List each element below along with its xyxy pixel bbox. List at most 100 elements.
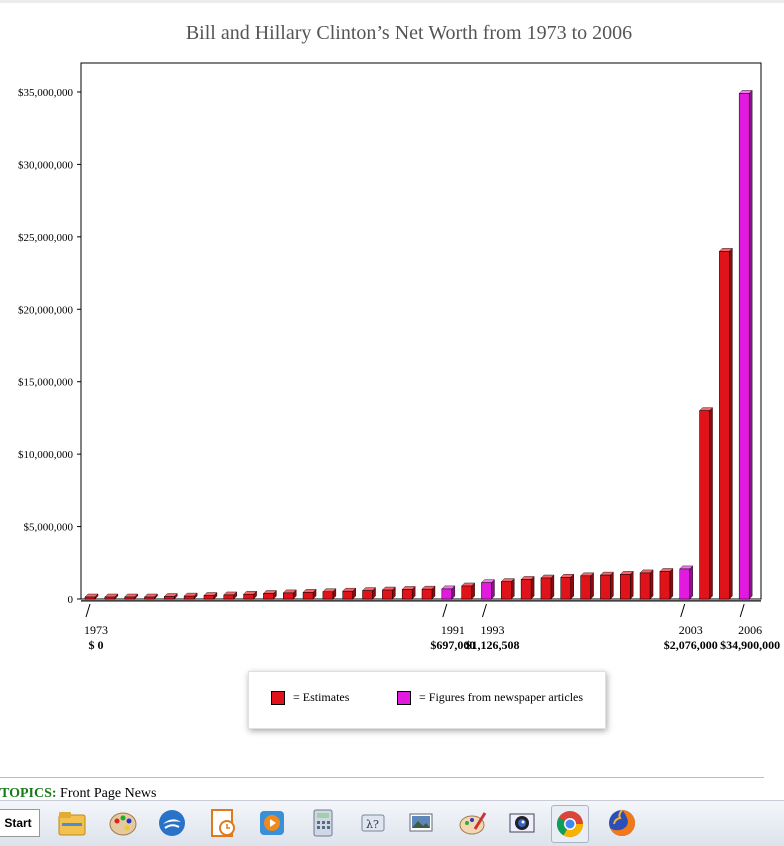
bar <box>520 579 532 600</box>
annotation-leader <box>680 603 686 618</box>
bar <box>322 591 334 600</box>
bar-side <box>590 572 594 600</box>
annotation-value: $1,126,508 <box>465 638 519 652</box>
svg-text:λ?: λ? <box>366 818 379 831</box>
bar-side <box>649 569 654 600</box>
bar <box>659 571 671 600</box>
bar-side <box>729 247 733 600</box>
window-top-strip <box>0 0 784 3</box>
legend-item-newspaper: = Figures from newspaper articles <box>397 690 583 705</box>
legend-swatch-newspaper <box>397 690 411 705</box>
bar <box>263 593 274 600</box>
topics-bar: TOPICS: Front Page News <box>0 777 764 802</box>
bar-side <box>610 571 614 600</box>
drawing-app-icon[interactable] <box>455 805 491 841</box>
y-tick-label: $5,000,000 <box>24 522 74 534</box>
bar <box>84 596 96 600</box>
annotation-leader <box>85 603 91 618</box>
topics-label: TOPICS: <box>0 786 57 801</box>
bar-side <box>748 89 753 600</box>
legend-label-estimates: = Estimates <box>293 690 350 704</box>
annotation-leader <box>739 603 745 618</box>
bar-side <box>491 579 495 600</box>
bar-side <box>669 567 674 600</box>
annotation-year: 2003 <box>679 623 703 637</box>
bar <box>342 590 353 600</box>
bar <box>203 595 215 600</box>
bar-side <box>630 570 634 600</box>
bird-app-icon[interactable] <box>154 805 190 841</box>
image-viewer-icon[interactable] <box>404 805 440 841</box>
plot-area <box>80 62 762 600</box>
y-tick-label: 0 <box>68 594 74 606</box>
bar <box>461 585 472 600</box>
y-tick-label: $10,000,000 <box>18 449 74 461</box>
bar <box>679 568 690 600</box>
font-viewer-icon[interactable]: λ? <box>355 805 391 841</box>
chart-title: Bill and Hillary Clinton’s Net Worth fro… <box>185 22 633 44</box>
bar <box>441 588 453 600</box>
bar-side <box>511 578 515 600</box>
bar <box>719 251 730 600</box>
annotation-year: 1993 <box>480 623 504 637</box>
annotation-value: $ 0 <box>89 638 104 652</box>
legend-item-estimates: = Estimates <box>271 690 349 705</box>
bar-side <box>550 574 555 600</box>
y-tick-label: $20,000,000 <box>18 304 74 316</box>
bar <box>738 93 750 600</box>
annotation-leader <box>442 603 448 618</box>
chart-legend: = Estimates = Figures from newspaper art… <box>248 671 606 729</box>
annotation-leader <box>481 603 487 618</box>
y-tick-label: $15,000,000 <box>18 377 74 389</box>
bar <box>382 589 393 600</box>
bar <box>183 595 195 600</box>
bar-side <box>570 573 574 600</box>
start-label: Start <box>4 816 32 830</box>
bar <box>144 596 155 600</box>
annotation-year: 1991 <box>441 623 465 637</box>
legend-swatch-estimates <box>271 690 285 705</box>
bar <box>243 593 254 600</box>
y-tick-label: $30,000,000 <box>18 159 74 171</box>
bar <box>401 589 413 600</box>
bar <box>600 574 611 600</box>
taskbar: Start λ? <box>0 800 784 846</box>
bar <box>560 577 572 600</box>
bar <box>540 577 552 600</box>
bar <box>619 574 631 600</box>
bar-side <box>689 565 693 600</box>
y-tick-label: $25,000,000 <box>18 232 74 244</box>
bar <box>481 582 492 600</box>
bar <box>104 596 116 600</box>
legend-label-newspaper: = Figures from newspaper articles <box>419 690 584 704</box>
y-tick-label: $35,000,000 <box>18 87 74 99</box>
bar <box>362 590 373 600</box>
bar <box>501 581 512 600</box>
bar <box>421 588 433 600</box>
bar <box>699 410 710 600</box>
calculator-icon[interactable] <box>305 805 341 841</box>
clock-document-icon[interactable] <box>205 805 241 841</box>
bar <box>580 575 591 600</box>
bar <box>639 572 651 600</box>
annotation-value: $697,000 <box>430 638 475 652</box>
bar-side <box>530 575 535 600</box>
firefox-icon[interactable] <box>604 805 640 841</box>
topics-link[interactable]: Front Page News <box>60 786 157 801</box>
bar <box>223 594 235 600</box>
bar <box>302 592 314 600</box>
camera-app-icon[interactable] <box>504 805 540 841</box>
file-manager-icon[interactable] <box>54 805 90 841</box>
bar <box>124 596 135 600</box>
bar <box>282 592 294 600</box>
chrome-icon[interactable] <box>551 805 589 843</box>
annotation-value: $34,900,000 <box>720 638 780 652</box>
chart-canvas: $35,000,000 $30,000,000 $25,000,000 $20,000… <box>18 62 780 652</box>
annotation-year: 2006 <box>738 623 762 637</box>
start-button[interactable]: Start <box>0 809 40 837</box>
bar-side <box>709 407 713 600</box>
annotation-year: 1973 <box>84 623 108 637</box>
media-player-icon[interactable] <box>254 805 290 841</box>
paint-palette-icon[interactable] <box>105 805 141 841</box>
annotation-value: $2,076,000 <box>664 638 718 652</box>
